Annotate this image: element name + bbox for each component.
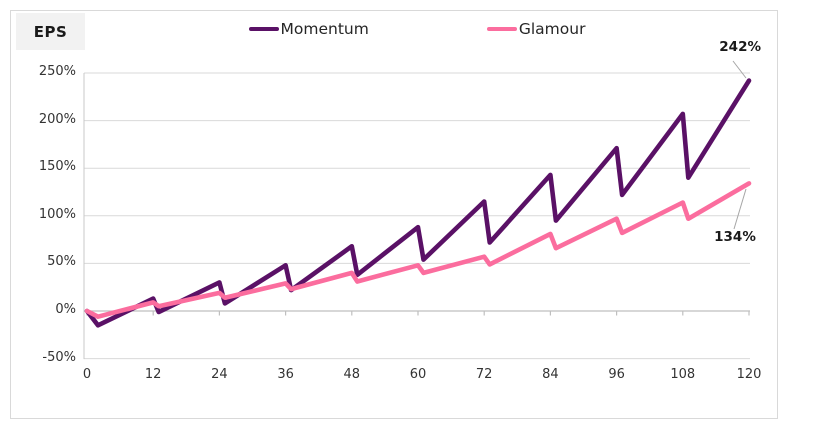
y-tick-label-150: 150% [38,159,76,175]
leader-line-glamour [733,188,747,230]
eps-axis-title: EPS [33,22,68,41]
x-tick-label-0: 0 [82,367,92,382]
y-tick-label-250: 250% [38,64,76,79]
leader-line-momentum [732,60,747,79]
x-tick-label-120: 120 [736,367,762,382]
chart-legend: Momentum Glamour [85,20,749,38]
x-tick-label-108: 108 [670,367,696,382]
y-tick-label--50: -50% [42,349,76,365]
glamour-line-swatch-icon [486,26,517,32]
series-line-momentum [84,78,752,328]
legend-label-glamour: Glamour [518,20,586,38]
x-tick-label-72: 72 [475,367,493,382]
annotation-glamour-final-value: 134% [714,229,756,245]
x-tick-label-60: 60 [409,367,427,382]
y-tick-label-100: 100% [38,206,76,222]
series-lines [84,78,752,328]
axes [83,73,750,360]
y-tick-label-0: 0% [55,302,76,317]
y-tick-label-50: 50% [47,254,76,270]
eps-axis-title-badge: EPS [16,13,85,50]
gridlines [84,72,750,360]
momentum-line-swatch-icon [248,26,279,32]
x-tick-label-24: 24 [211,367,228,382]
y-tick-label-200: 200% [38,111,76,127]
annotation-momentum-final-value: 242% [719,39,761,55]
x-tick-label-36: 36 [277,367,294,382]
x-tick-label-84: 84 [542,367,559,382]
x-tick-label-48: 48 [343,367,361,382]
chart-frame [10,10,778,419]
x-tick-label-12: 12 [144,367,162,382]
x-tick-label-96: 96 [608,367,625,382]
series-line-glamour [84,181,752,320]
legend-label-momentum: Momentum [280,20,369,38]
legend-item-glamour: Glamour [486,20,586,38]
legend-item-momentum: Momentum [248,20,369,38]
